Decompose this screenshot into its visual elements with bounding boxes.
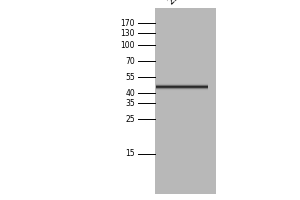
Text: 55: 55 [125,72,135,82]
Text: 15: 15 [125,150,135,158]
Text: 170: 170 [121,19,135,27]
Text: 100: 100 [121,40,135,49]
Bar [156,89,208,90]
Text: 130: 130 [121,28,135,38]
Bar [156,82,208,83]
Bar [156,84,208,85]
Bar [156,88,208,89]
Bar [154,8,216,194]
Bar [156,86,208,87]
Bar [156,83,208,84]
Bar [156,87,208,88]
Text: 70: 70 [125,56,135,66]
Bar [156,91,208,92]
Bar [156,90,208,91]
Text: 40: 40 [125,88,135,98]
Text: 35: 35 [125,98,135,108]
Text: 293T: 293T [166,0,188,6]
Text: 25: 25 [125,114,135,123]
Bar [156,85,208,86]
